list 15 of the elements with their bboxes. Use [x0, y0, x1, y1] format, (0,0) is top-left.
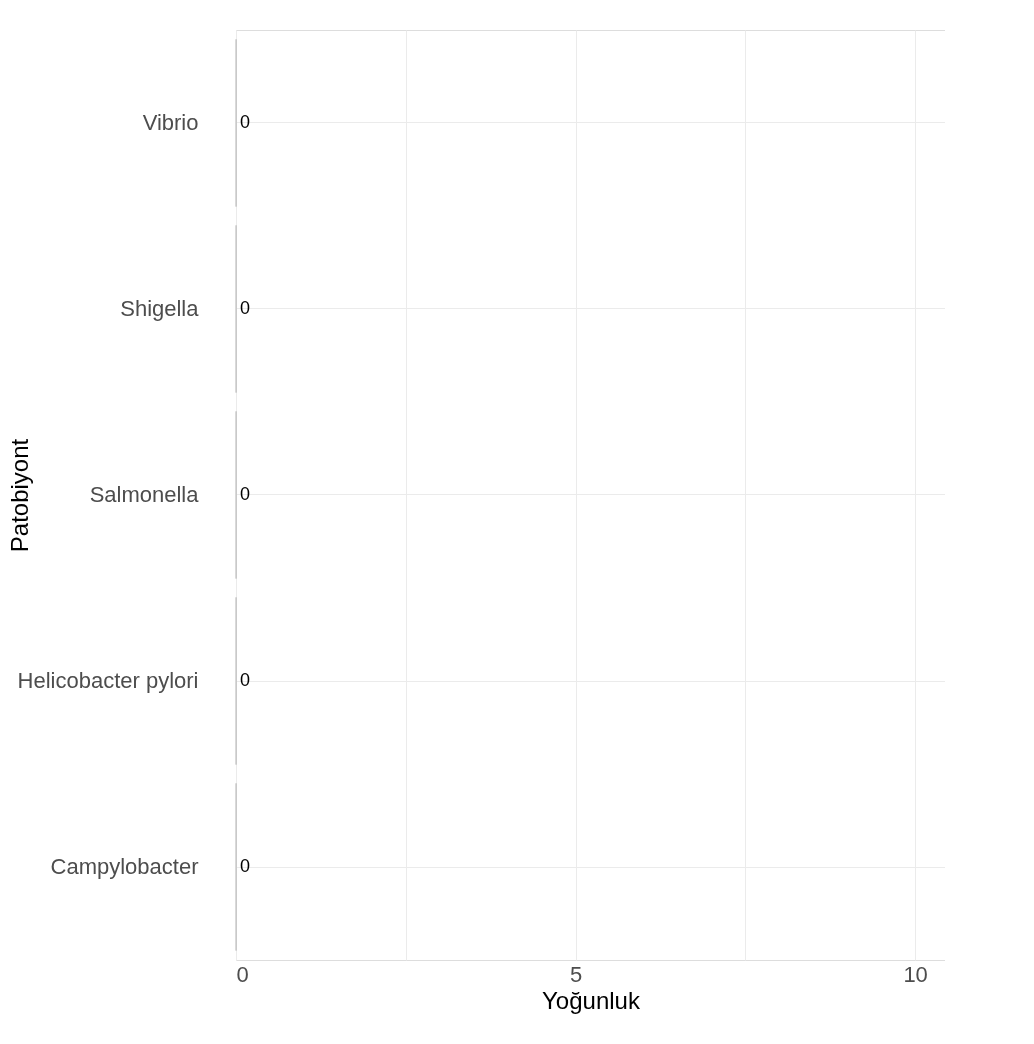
y-tick-label: Vibrio — [142, 110, 199, 135]
y-axis-title: Patobiyont — [5, 438, 33, 553]
x-axis-title: Yoğunluk — [542, 986, 641, 1014]
y-tick-label: Shigella — [120, 296, 200, 321]
data-label: 0 — [240, 484, 251, 504]
y-tick-label: Salmonella — [89, 482, 200, 507]
y-tick-label: Campylobacter — [50, 854, 199, 879]
y-tick-label: Helicobacter pylori — [17, 668, 199, 693]
data-label: 0 — [240, 298, 251, 318]
data-label: 0 — [240, 112, 251, 132]
data-label: 0 — [240, 670, 251, 690]
x-tick-label: 0 — [236, 961, 249, 987]
x-tick-label: 10 — [903, 961, 928, 987]
x-tick-label: 5 — [569, 961, 583, 987]
data-label: 0 — [240, 856, 251, 876]
